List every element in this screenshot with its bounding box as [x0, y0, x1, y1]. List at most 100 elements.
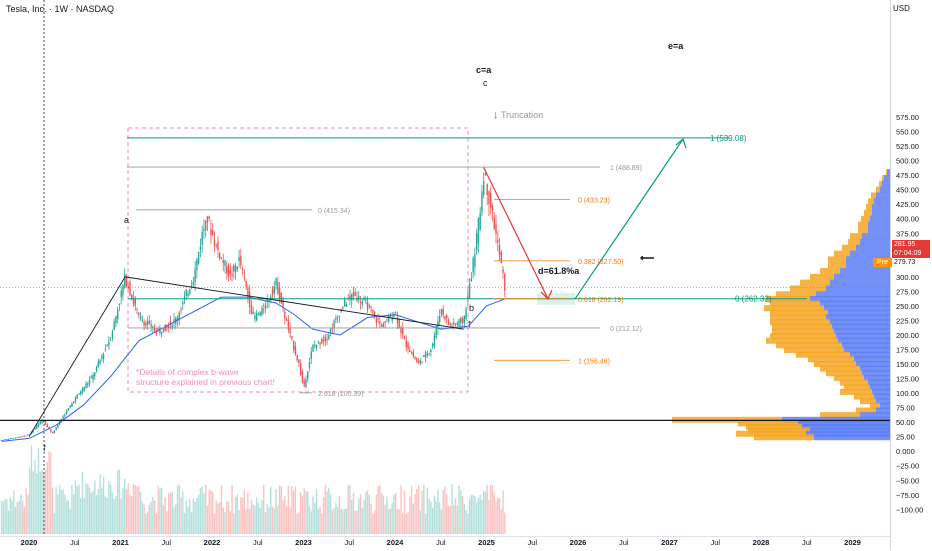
candle-body: [335, 317, 337, 320]
volume-profile-bar-buy: [840, 268, 890, 275]
candle-body: [342, 306, 344, 309]
candle-body: [108, 341, 110, 346]
volume-bar: [495, 501, 497, 534]
candle-body: [298, 359, 300, 363]
candle-body: [155, 330, 158, 335]
volume-bar: [14, 506, 17, 534]
volume-profile-bar-sell: [834, 250, 850, 257]
fib-level-label: 0.618 (262.19): [578, 297, 624, 304]
volume-bar: [175, 503, 177, 534]
volume-profile-bar-sell: [828, 256, 846, 263]
candle-body: [456, 322, 458, 325]
candle-body: [375, 318, 378, 322]
candle-body: [442, 308, 444, 315]
candle-body: [324, 336, 327, 342]
volume-bar: [347, 485, 349, 534]
volume-profile-bar-buy: [874, 393, 890, 400]
candle-body: [150, 324, 152, 327]
volume-bar: [65, 500, 68, 534]
volume-bar: [433, 495, 436, 534]
candle-body: [74, 397, 77, 402]
candle-body: [50, 429, 52, 432]
volume-bar: [32, 471, 34, 534]
time-axis[interactable]: [0, 536, 890, 551]
volume-bar: [310, 511, 312, 534]
candle-body: [224, 260, 226, 266]
volume-profile-bar-buy: [810, 295, 890, 302]
volume-bar: [57, 494, 59, 534]
volume-profile-bar-sell: [764, 305, 824, 312]
wave-label-e-equals-a: e=a: [668, 41, 684, 51]
volume-bar: [470, 495, 473, 534]
volume-profile-bar-buy: [856, 361, 890, 368]
volume-bar: [183, 512, 186, 534]
price-axis[interactable]: [890, 0, 932, 550]
volume-bar: [488, 499, 490, 534]
volume-bar: [219, 502, 221, 534]
candle-body: [185, 289, 188, 296]
volume-profile-bar-sell: [820, 268, 840, 275]
candle-body: [447, 320, 450, 325]
volume-bar: [234, 496, 237, 534]
candle-body: [206, 216, 209, 223]
candle-body: [102, 354, 105, 359]
candle-body: [285, 318, 288, 321]
volume-bar: [266, 503, 268, 534]
volume-bar: [412, 503, 414, 534]
candle-body: [247, 287, 249, 297]
candle-body: [451, 326, 453, 328]
volume-profile-bar-sell: [879, 180, 882, 187]
candle-body: [138, 312, 140, 315]
candle-body: [474, 254, 476, 268]
volume-bar: [321, 513, 323, 534]
volume-profile-bar-sell: [770, 309, 828, 316]
candle-body: [32, 430, 34, 433]
volume-bar: [7, 510, 10, 534]
candle-body: [263, 310, 265, 311]
volume-profile-bar-buy: [850, 351, 890, 358]
volume-profile-bar-buy: [856, 244, 890, 251]
volume-profile-bar-sell: [770, 319, 830, 326]
candle-body: [264, 305, 267, 309]
volume-bar: [284, 495, 286, 534]
candle-body: [227, 264, 230, 277]
volume-bar: [268, 507, 270, 534]
volume-profile-bar-sell: [870, 402, 880, 409]
volume-bar: [150, 501, 152, 534]
volume-bar: [37, 447, 40, 534]
candle-body: [409, 350, 411, 352]
volume-profile-bar-buy: [806, 430, 890, 437]
candle-body: [407, 342, 409, 350]
candle-body: [268, 300, 270, 302]
volume-profile-bar-buy: [834, 328, 890, 335]
volume-bar: [465, 510, 467, 534]
volume-bar: [294, 486, 297, 534]
candle-body: [292, 340, 295, 350]
candle-body: [109, 339, 112, 341]
candle-body: [187, 293, 189, 296]
volume-profile-bar-buy: [830, 279, 890, 286]
volume-bar: [365, 492, 367, 534]
candle-body: [0, 440, 3, 441]
candle-body: [377, 318, 379, 320]
candle-body: [162, 328, 165, 332]
moving-average-line: [1, 296, 505, 442]
projection-arrowhead: [675, 138, 687, 149]
candle-body: [315, 344, 318, 348]
volume-profile-bar-buy: [884, 175, 890, 182]
candle-body: [259, 312, 261, 317]
candle-body: [291, 336, 293, 339]
candle-body: [363, 299, 365, 300]
candle-body: [498, 245, 501, 255]
volume-bar: [148, 504, 151, 534]
candle-body: [131, 294, 133, 299]
volume-bar: [160, 487, 163, 534]
volume-bar: [437, 489, 439, 534]
volume-profile-bar-sell: [814, 361, 856, 368]
volume-bar: [139, 492, 142, 534]
symbol-title[interactable]: Tesla, Inc. · 1W · NASDAQ: [6, 4, 115, 14]
candle-body: [132, 297, 135, 304]
volume-bar: [482, 490, 485, 534]
candle-body: [168, 325, 170, 329]
